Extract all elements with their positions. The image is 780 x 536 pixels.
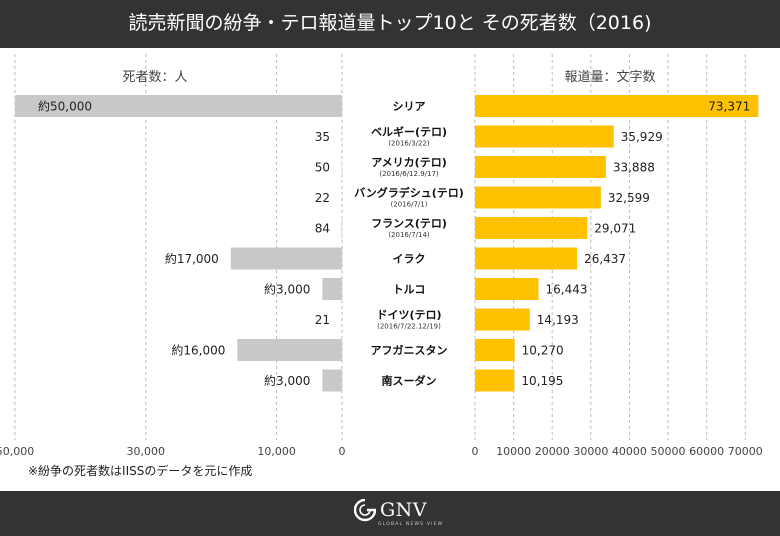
category-label: シリア bbox=[393, 100, 426, 113]
coverage-bar bbox=[475, 125, 614, 148]
coverage-value-label: 16,443 bbox=[545, 283, 587, 297]
right-panel-title: 報道量：文字数 bbox=[564, 70, 655, 85]
right-tick-label: 20000 bbox=[535, 445, 570, 458]
left-tick-label: 0 bbox=[339, 445, 346, 458]
right-tick-label: 70000 bbox=[728, 445, 763, 458]
right-tick-label: 40000 bbox=[612, 445, 647, 458]
right-tick-label: 30000 bbox=[573, 445, 608, 458]
page-title: 読売新聞の紛争・テロ報道量トップ10と その死者数（2016) bbox=[128, 12, 652, 34]
death-value-label: 約3,000 bbox=[264, 373, 310, 388]
right-tick-label: 0 bbox=[472, 445, 479, 458]
death-bar bbox=[341, 217, 342, 239]
right-tick-label: 60000 bbox=[689, 445, 724, 458]
category-label: フランス(テロ) bbox=[371, 217, 447, 230]
coverage-value-label: 32,599 bbox=[608, 191, 650, 205]
death-bar bbox=[15, 95, 342, 117]
death-value-label: 約16,000 bbox=[171, 343, 225, 358]
coverage-value-label: 10,195 bbox=[521, 374, 563, 388]
coverage-value-label: 26,437 bbox=[584, 252, 626, 266]
death-bar bbox=[230, 247, 342, 270]
coverage-value-label: 14,193 bbox=[537, 313, 579, 327]
coverage-bar bbox=[475, 156, 606, 178]
category-label: アフガニスタン bbox=[371, 343, 448, 357]
coverage-bar bbox=[475, 186, 601, 209]
category-date: (2016/6/12.9/17) bbox=[379, 170, 439, 178]
coverage-bar bbox=[475, 95, 759, 117]
death-value-label: 約50,000 bbox=[38, 99, 92, 114]
right-tick-label: 50000 bbox=[651, 445, 686, 458]
coverage-value-label: 33,888 bbox=[613, 161, 655, 175]
coverage-value-label: 35,929 bbox=[621, 130, 663, 144]
coverage-bar bbox=[475, 247, 578, 270]
death-value-label: 22 bbox=[315, 191, 330, 205]
coverage-value-label: 10,270 bbox=[522, 344, 564, 358]
death-bar bbox=[237, 339, 342, 361]
category-date: (2016/3/22) bbox=[388, 140, 430, 148]
category-label: ドイツ(テロ) bbox=[376, 309, 441, 322]
category-label: バングラデシュ(テロ) bbox=[354, 186, 464, 200]
death-value-label: 84 bbox=[315, 222, 330, 236]
coverage-value-label: 29,071 bbox=[594, 222, 636, 236]
category-date: (2016/7/22.12/19) bbox=[377, 323, 441, 331]
death-value-label: 約17,000 bbox=[165, 251, 219, 266]
footer-bar bbox=[0, 491, 780, 536]
death-bar bbox=[322, 369, 342, 392]
death-value-label: 約3,000 bbox=[264, 282, 310, 297]
category-label: 南スーダン bbox=[382, 374, 437, 388]
coverage-bar bbox=[475, 308, 530, 331]
header-bar: 読売新聞の紛争・テロ報道量トップ10と その死者数（2016) bbox=[0, 0, 780, 48]
death-value-label: 50 bbox=[315, 161, 330, 175]
category-label: トルコ bbox=[393, 283, 426, 296]
coverage-bar bbox=[475, 339, 515, 361]
death-value-label: 21 bbox=[315, 313, 330, 327]
death-bar bbox=[322, 278, 342, 300]
left-tick-label: 30,000 bbox=[127, 445, 166, 458]
coverage-bar bbox=[475, 369, 515, 392]
coverage-bar bbox=[475, 217, 588, 239]
logo-tagline: GLOBAL NEWS VIEW bbox=[378, 522, 444, 527]
right-tick-label: 10000 bbox=[496, 445, 531, 458]
left-tick-label: 50,000 bbox=[0, 445, 34, 458]
footnote: ※紛争の死者数はIISSのデータを元に作成 bbox=[28, 464, 253, 478]
category-date: (2016/7/14) bbox=[388, 231, 430, 239]
left-tick-label: 10,000 bbox=[257, 445, 296, 458]
death-value-label: 35 bbox=[315, 130, 330, 144]
coverage-value-label: 73,371 bbox=[708, 100, 750, 114]
category-label: アメリカ(テロ) bbox=[371, 156, 447, 169]
category-label: ベルギー(テロ) bbox=[371, 125, 447, 139]
category-date: (2016/7/1) bbox=[391, 201, 428, 209]
globe-icon bbox=[354, 499, 376, 522]
logo: GNV GLOBAL NEWS VIEW bbox=[354, 497, 474, 531]
left-panel-title: 死者数：人 bbox=[122, 70, 187, 85]
coverage-bar bbox=[475, 278, 539, 300]
logo-text: GNV bbox=[380, 499, 428, 521]
category-label: イラク bbox=[393, 253, 426, 266]
